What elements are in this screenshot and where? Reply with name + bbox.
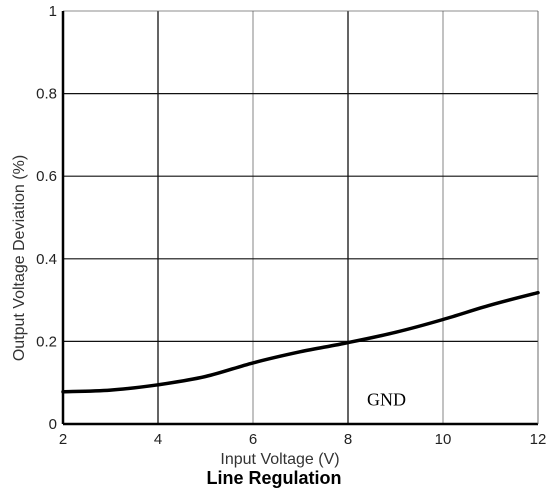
y-tick-label: 0.8 [36,86,57,103]
x-tick-label: 12 [530,431,547,448]
y-tick-label: 1 [49,3,57,20]
annotations-layer: GND [367,389,406,409]
x-tick-labels: 2 4 6 8 10 12 [59,431,547,448]
chart-title: Line Regulation [207,468,342,488]
grid [62,10,539,425]
y-tick-label: 0.6 [36,168,57,185]
y-tick-label: 0.2 [36,333,57,350]
x-tick-label: 4 [154,431,162,448]
series-layer [61,290,540,394]
y-axis-label: Output Voltage Deviation (%) [11,155,28,361]
x-tick-label: 10 [435,431,452,448]
x-tick-label: 8 [344,431,352,448]
x-axis-label: Input Voltage (V) [220,451,339,468]
y-tick-label: 0.4 [36,251,57,268]
y-tick-label: 0 [49,416,57,433]
y-tick-labels: 0 0.2 0.4 0.6 0.8 1 [36,3,57,433]
line-regulation-curve [61,290,540,394]
axes [61,11,539,426]
x-tick-label: 2 [59,431,67,448]
gnd-annotation: GND [367,389,406,409]
x-tick-label: 6 [249,431,257,448]
